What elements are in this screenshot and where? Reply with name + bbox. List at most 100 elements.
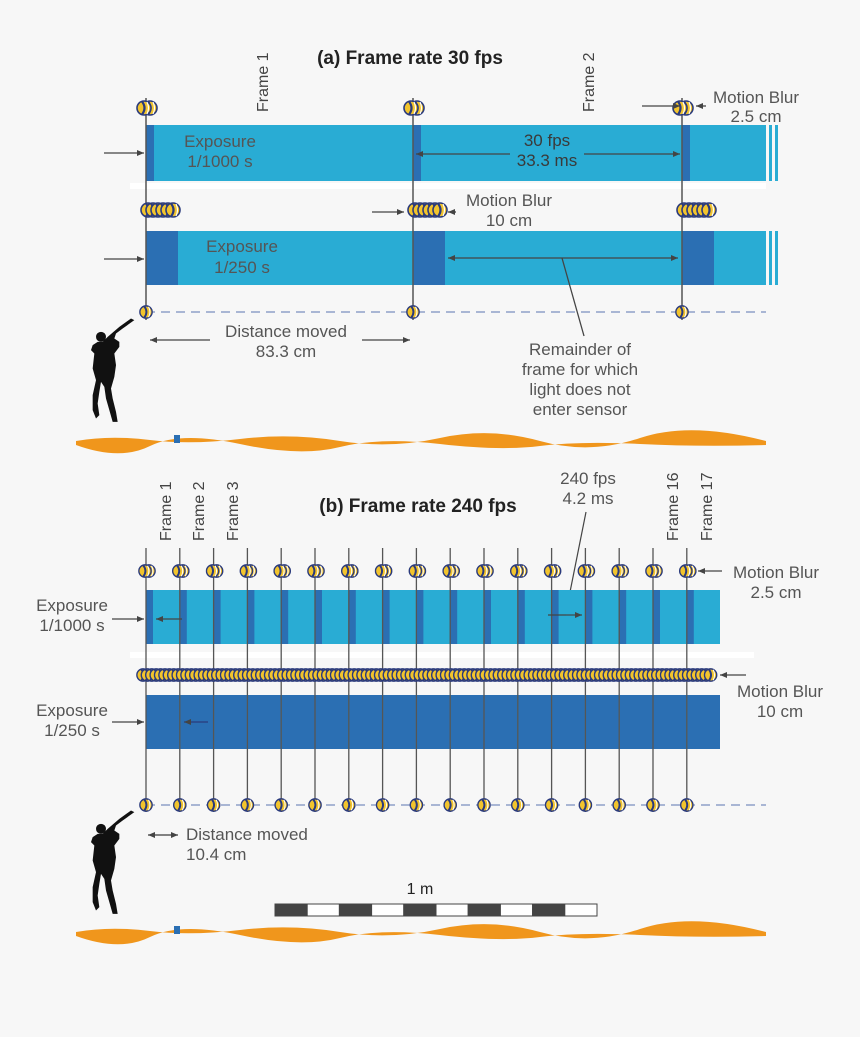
panel-a-remainder-label: enter sensor: [533, 400, 628, 419]
ball-icon: [165, 202, 181, 218]
ball-icon: [274, 798, 289, 812]
panel-a-exposure-label: 1/1000 s: [187, 152, 252, 171]
ball-icon: [476, 564, 490, 578]
panel-b-ground: [76, 921, 766, 945]
panel-a-frame-label: Frame 2: [581, 52, 598, 112]
ball-icon: [543, 564, 558, 578]
panel-b-exposure-label: Exposure: [36, 701, 108, 720]
panel-b-exposure-bar-2: [146, 695, 720, 749]
panel-b-motion-blur-label: 10 cm: [757, 702, 803, 721]
panel-a-motion-blur-label: 10 cm: [486, 211, 532, 230]
panel-b-distance-label: Distance moved: [186, 825, 308, 844]
panel-a-distance-label-bg: [210, 322, 362, 364]
ball-icon: [509, 564, 524, 578]
panel-b-motion-blur-label: 2.5 cm: [750, 583, 801, 602]
ball-icon: [578, 798, 593, 812]
ball-icon: [679, 798, 694, 812]
exposure-segment: [315, 590, 322, 644]
panel-a-remainder-label: Remainder of: [529, 340, 631, 359]
exposure-segment: [517, 590, 525, 644]
panel-a-ground: [76, 430, 766, 454]
panel-a-ground-marker: [174, 435, 180, 443]
ball-icon: [432, 202, 448, 218]
exposure-segment: [619, 590, 627, 644]
panel-a-bar-break: [766, 231, 769, 285]
ball-icon: [341, 798, 356, 812]
ball-icon: [172, 798, 187, 812]
panel-a-motion-blur-label: 2.5 cm: [730, 107, 781, 126]
ball-icon: [408, 564, 423, 578]
panel-b-exposure-bar-1: [146, 590, 720, 644]
panel-a-exposure-segment: [682, 231, 714, 285]
panel-a-remainder-label: light does not: [529, 380, 630, 399]
ball-icon: [645, 564, 659, 578]
panel-a-exposure-bar-1: [146, 125, 778, 181]
ball-icon: [374, 564, 389, 578]
panel-a-remainder-label: frame for which: [522, 360, 638, 379]
ball-icon: [442, 564, 457, 578]
panel-b-motion-blur-label: Motion Blur: [733, 563, 819, 582]
panel-b-frame-label: Frame 2: [191, 481, 208, 541]
exposure-segment: [179, 590, 187, 644]
panel-b-frame-label: Frame 17: [699, 472, 716, 541]
scale-block: [467, 903, 501, 917]
scale-block: [435, 903, 469, 917]
panel-b-motion-blur-label: Motion Blur: [737, 682, 823, 701]
panel-b-separator: [130, 652, 754, 658]
panel-b-interval-label: 4.2 ms: [562, 489, 613, 508]
scale-block: [371, 903, 405, 917]
ball-icon: [544, 798, 559, 812]
ball-icon: [409, 798, 424, 812]
scale-bar-label: 1 m: [407, 881, 434, 898]
panel-b-title: (b) Frame rate 240 fps: [319, 496, 516, 517]
ball-icon: [308, 798, 322, 812]
panel-b-exposure-label: 1/1000 s: [39, 616, 104, 635]
exposure-segment: [416, 590, 424, 644]
ball-icon: [443, 798, 458, 812]
ball-icon: [701, 202, 717, 218]
exposure-segment: [213, 590, 221, 644]
panel-a-motion-blur-label: Motion Blur: [713, 88, 799, 107]
exposure-segment: [484, 590, 491, 644]
panel-a-exposure-segment: [146, 125, 154, 181]
ball-icon: [240, 798, 255, 812]
scale-block: [564, 903, 598, 917]
ball-icon: [611, 564, 626, 578]
panel-a-exposure-segment: [413, 125, 421, 181]
panel-b-frame-label: Frame 3: [225, 481, 242, 541]
scale-block: [499, 903, 534, 917]
ball-icon: [205, 564, 220, 578]
panel-a-distance-label: Distance moved: [225, 322, 347, 341]
ball-icon: [139, 798, 153, 812]
panel-b-interval-label: 240 fps: [560, 469, 616, 488]
ball-icon: [206, 798, 221, 812]
ball-icon: [273, 564, 288, 578]
ball-icon: [340, 564, 355, 578]
player-silhouette-icon: [91, 810, 135, 914]
ball-icon: [239, 564, 254, 578]
panel-a-title: (a) Frame rate 30 fps: [317, 48, 503, 69]
panel-a-motion-blur-label: Motion Blur: [466, 191, 552, 210]
panel-a-exposure-segment: [413, 231, 445, 285]
panel-a-exposure-segment: [682, 125, 690, 181]
panel-a-remainder-leader: [561, 257, 585, 337]
ball-icon: [477, 798, 491, 812]
ball-icon: [139, 305, 153, 319]
exposure-segment: [247, 590, 255, 644]
ball-icon: [375, 798, 390, 812]
ball-icon: [403, 100, 419, 116]
panel-a-distance-label: 83.3 cm: [256, 342, 316, 361]
panel-b-ground-marker: [174, 926, 180, 934]
panel-a-bar-break: [772, 125, 775, 181]
scale-block: [274, 903, 308, 917]
panel-a-interval-label: 33.3 ms: [517, 151, 577, 170]
scale-block: [532, 903, 566, 917]
exposure-segment: [348, 590, 356, 644]
panel-a-exposure-label: 1/250 s: [214, 258, 270, 277]
ball-icon: [703, 668, 718, 682]
scale-bar: [274, 903, 598, 917]
panel-a-bar-break: [766, 125, 769, 181]
ball-icon: [136, 100, 152, 116]
exposure-segment: [450, 590, 458, 644]
